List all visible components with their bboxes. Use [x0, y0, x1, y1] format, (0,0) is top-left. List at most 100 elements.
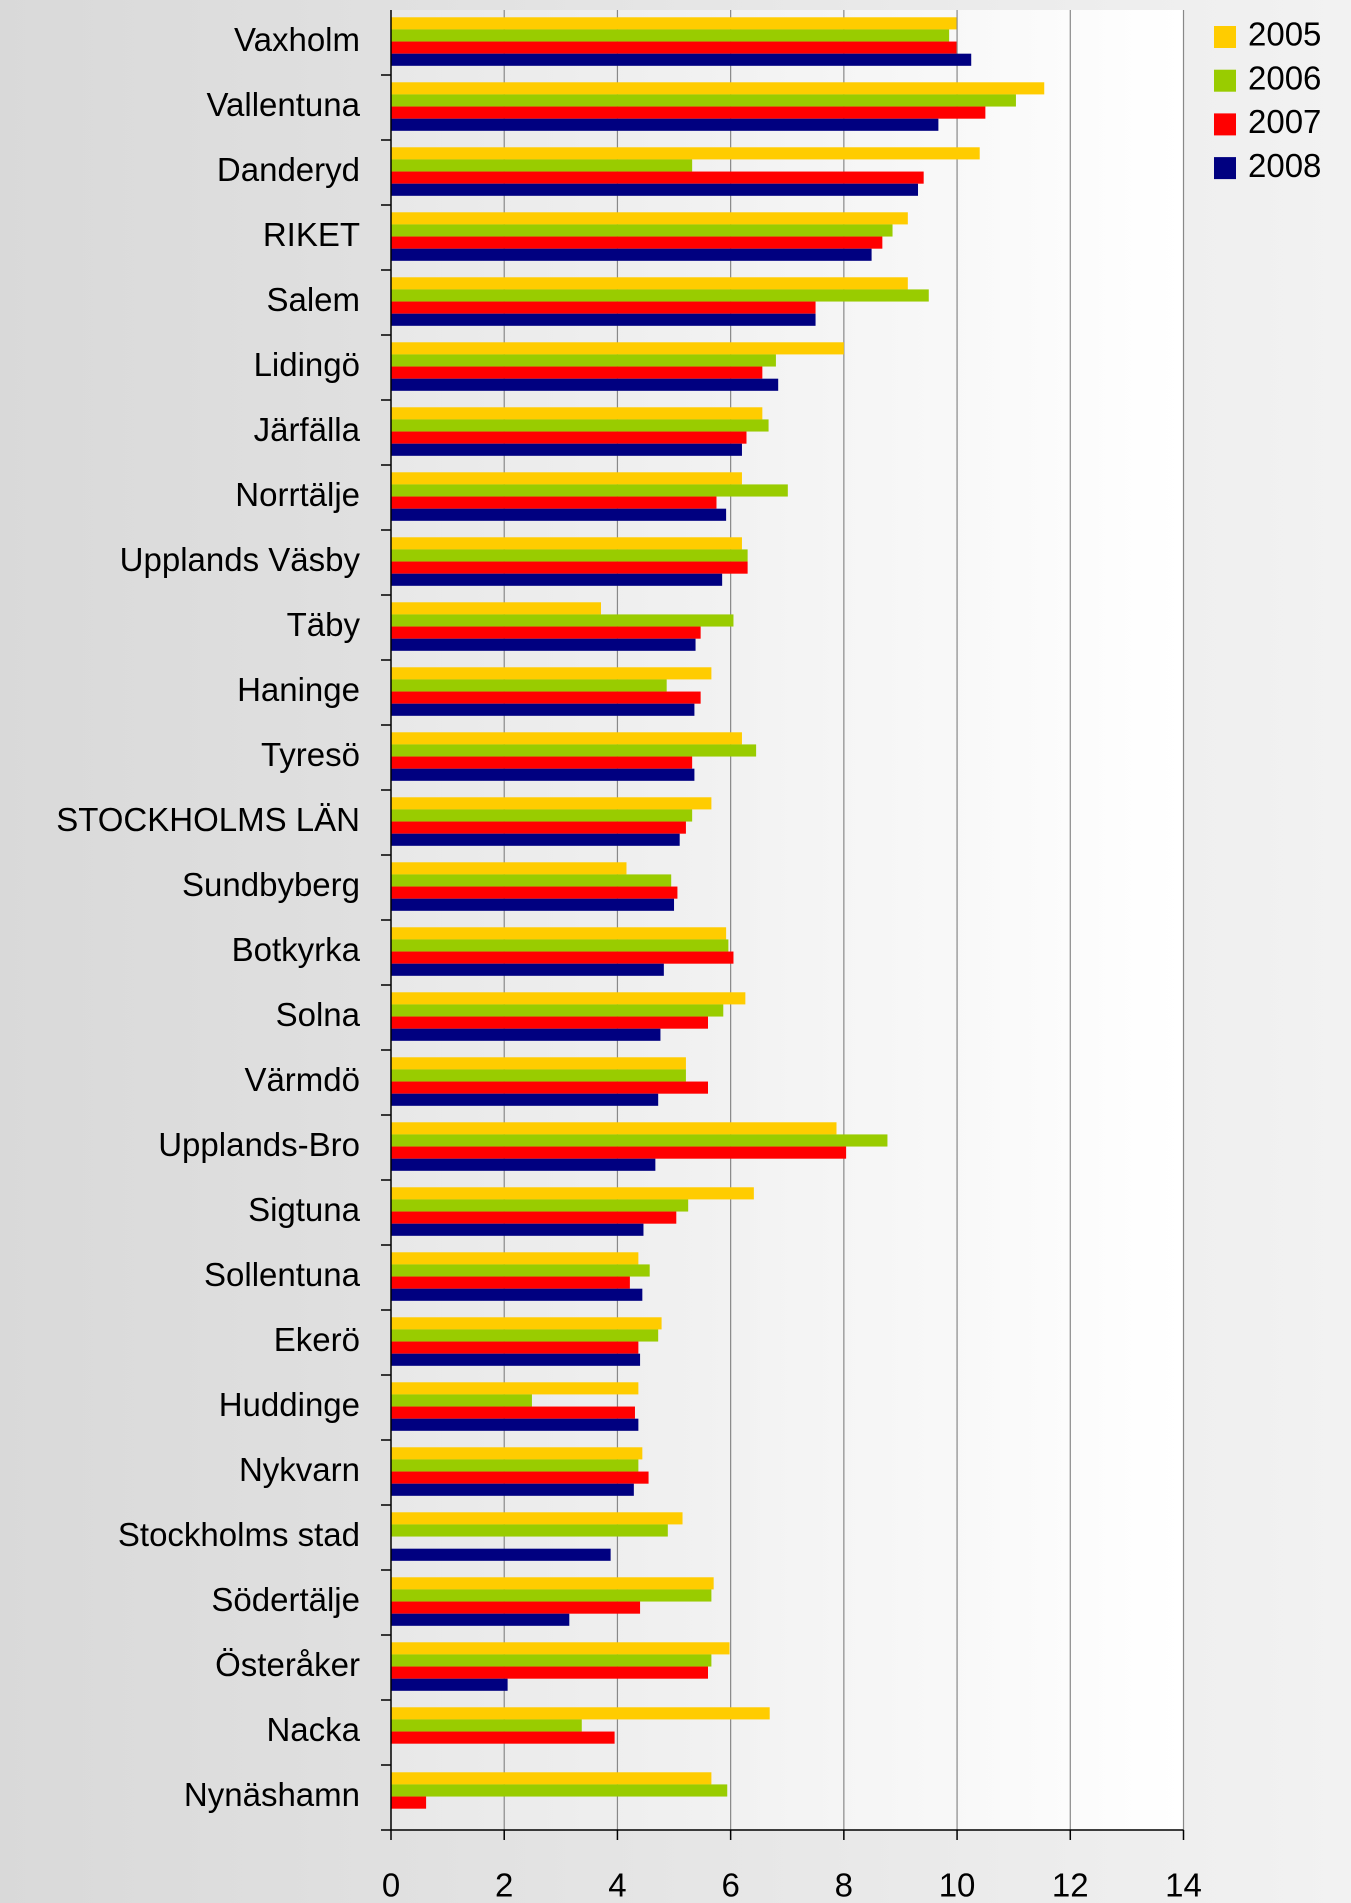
x-tick-label: 14: [1165, 1867, 1202, 1903]
bar: [391, 106, 986, 119]
legend-swatch: [1214, 26, 1236, 48]
bar: [391, 1223, 644, 1236]
y-tick-label: Salem: [266, 281, 360, 318]
y-tick-label: Danderyd: [217, 151, 360, 188]
bar: [391, 1353, 641, 1366]
bar: [391, 431, 747, 444]
bar: [391, 1784, 728, 1797]
bar: [391, 1666, 708, 1679]
bar: [391, 626, 701, 639]
y-tick-label: Solna: [276, 996, 361, 1033]
y-tick-label: RIKET: [263, 216, 360, 253]
bar: [391, 224, 893, 237]
bar: [391, 1707, 770, 1720]
bar: [391, 1406, 635, 1419]
bar: [391, 472, 742, 485]
bar: [391, 301, 816, 314]
bar: [391, 667, 712, 680]
bar: [391, 874, 672, 887]
bar: [391, 703, 695, 716]
bar: [391, 443, 742, 456]
legend-swatch: [1214, 69, 1236, 92]
bar: [391, 17, 957, 30]
y-tick-label: Botkyrka: [232, 931, 361, 968]
y-tick-label: Vaxholm: [234, 21, 360, 58]
bar: [391, 1524, 668, 1537]
x-tick-label: 2: [495, 1867, 513, 1903]
bar: [391, 171, 924, 184]
bar: [391, 1483, 634, 1496]
legend-label: 2005: [1248, 16, 1321, 53]
bar: [391, 833, 680, 846]
bar: [391, 1187, 754, 1200]
bar: [391, 1057, 686, 1070]
bar: [391, 289, 929, 302]
bar: [391, 419, 769, 432]
bar: [391, 159, 693, 172]
y-tick-label: Sigtuna: [248, 1191, 361, 1228]
bar: [391, 1418, 639, 1431]
y-tick-label: Österåker: [215, 1646, 360, 1683]
bar: [391, 1512, 683, 1525]
bar: [391, 1146, 847, 1159]
y-tick-label: Haninge: [237, 671, 360, 708]
bar: [391, 549, 748, 562]
bar: [391, 992, 746, 1005]
bar: [391, 212, 908, 225]
bar: [391, 484, 788, 497]
x-tick-label: 0: [382, 1867, 400, 1903]
bar: [391, 1459, 639, 1472]
bar: [391, 1199, 689, 1212]
bar: [391, 1081, 708, 1094]
bar: [391, 1577, 714, 1590]
bar: [391, 537, 742, 550]
bar: [391, 963, 664, 976]
bar: [391, 1796, 427, 1809]
bar: [391, 1211, 677, 1224]
y-tick-label: Nykvarn: [239, 1451, 360, 1488]
bar: [391, 927, 727, 940]
bar: [391, 768, 695, 781]
y-tick-label: Stockholms stad: [118, 1516, 360, 1553]
bar: [391, 53, 972, 66]
legend-swatch: [1214, 157, 1236, 180]
bar: [391, 1548, 611, 1561]
bar: [391, 1158, 656, 1171]
legend-label: 2007: [1248, 103, 1321, 140]
bar: [391, 1264, 650, 1277]
bar: [391, 638, 696, 651]
x-tick-label: 4: [608, 1867, 626, 1903]
y-tick-label: Upplands Väsby: [120, 541, 361, 578]
y-tick-label: Vallentuna: [206, 86, 360, 123]
bar: [391, 1589, 712, 1602]
bar: [391, 236, 883, 249]
y-tick-label: Södertälje: [211, 1581, 360, 1618]
bar: [391, 354, 776, 367]
bar: [391, 1382, 639, 1395]
bar: [391, 1642, 730, 1655]
bar: [391, 378, 779, 391]
bar: [391, 1719, 582, 1732]
x-tick-label: 12: [1052, 1867, 1089, 1903]
y-tick-label: STOCKHOLMS LÄN: [56, 801, 360, 838]
bar: [391, 1613, 570, 1626]
bar: [391, 691, 701, 704]
bar: [391, 1601, 641, 1614]
x-tick-label: 6: [721, 1867, 739, 1903]
bar: [391, 951, 734, 964]
bar: [391, 1341, 639, 1354]
bar: [391, 862, 627, 875]
bar: [391, 1678, 508, 1691]
bar: [391, 886, 678, 899]
bar: [391, 821, 686, 834]
bar: [391, 1654, 712, 1667]
y-tick-label: Lidingö: [254, 346, 360, 383]
bar: [391, 809, 693, 822]
bar: [391, 573, 723, 586]
bar: [391, 147, 980, 160]
bar: [391, 1447, 643, 1460]
bar: [391, 797, 712, 810]
bar: [391, 1276, 630, 1289]
y-tick-label: Järfälla: [254, 411, 361, 448]
